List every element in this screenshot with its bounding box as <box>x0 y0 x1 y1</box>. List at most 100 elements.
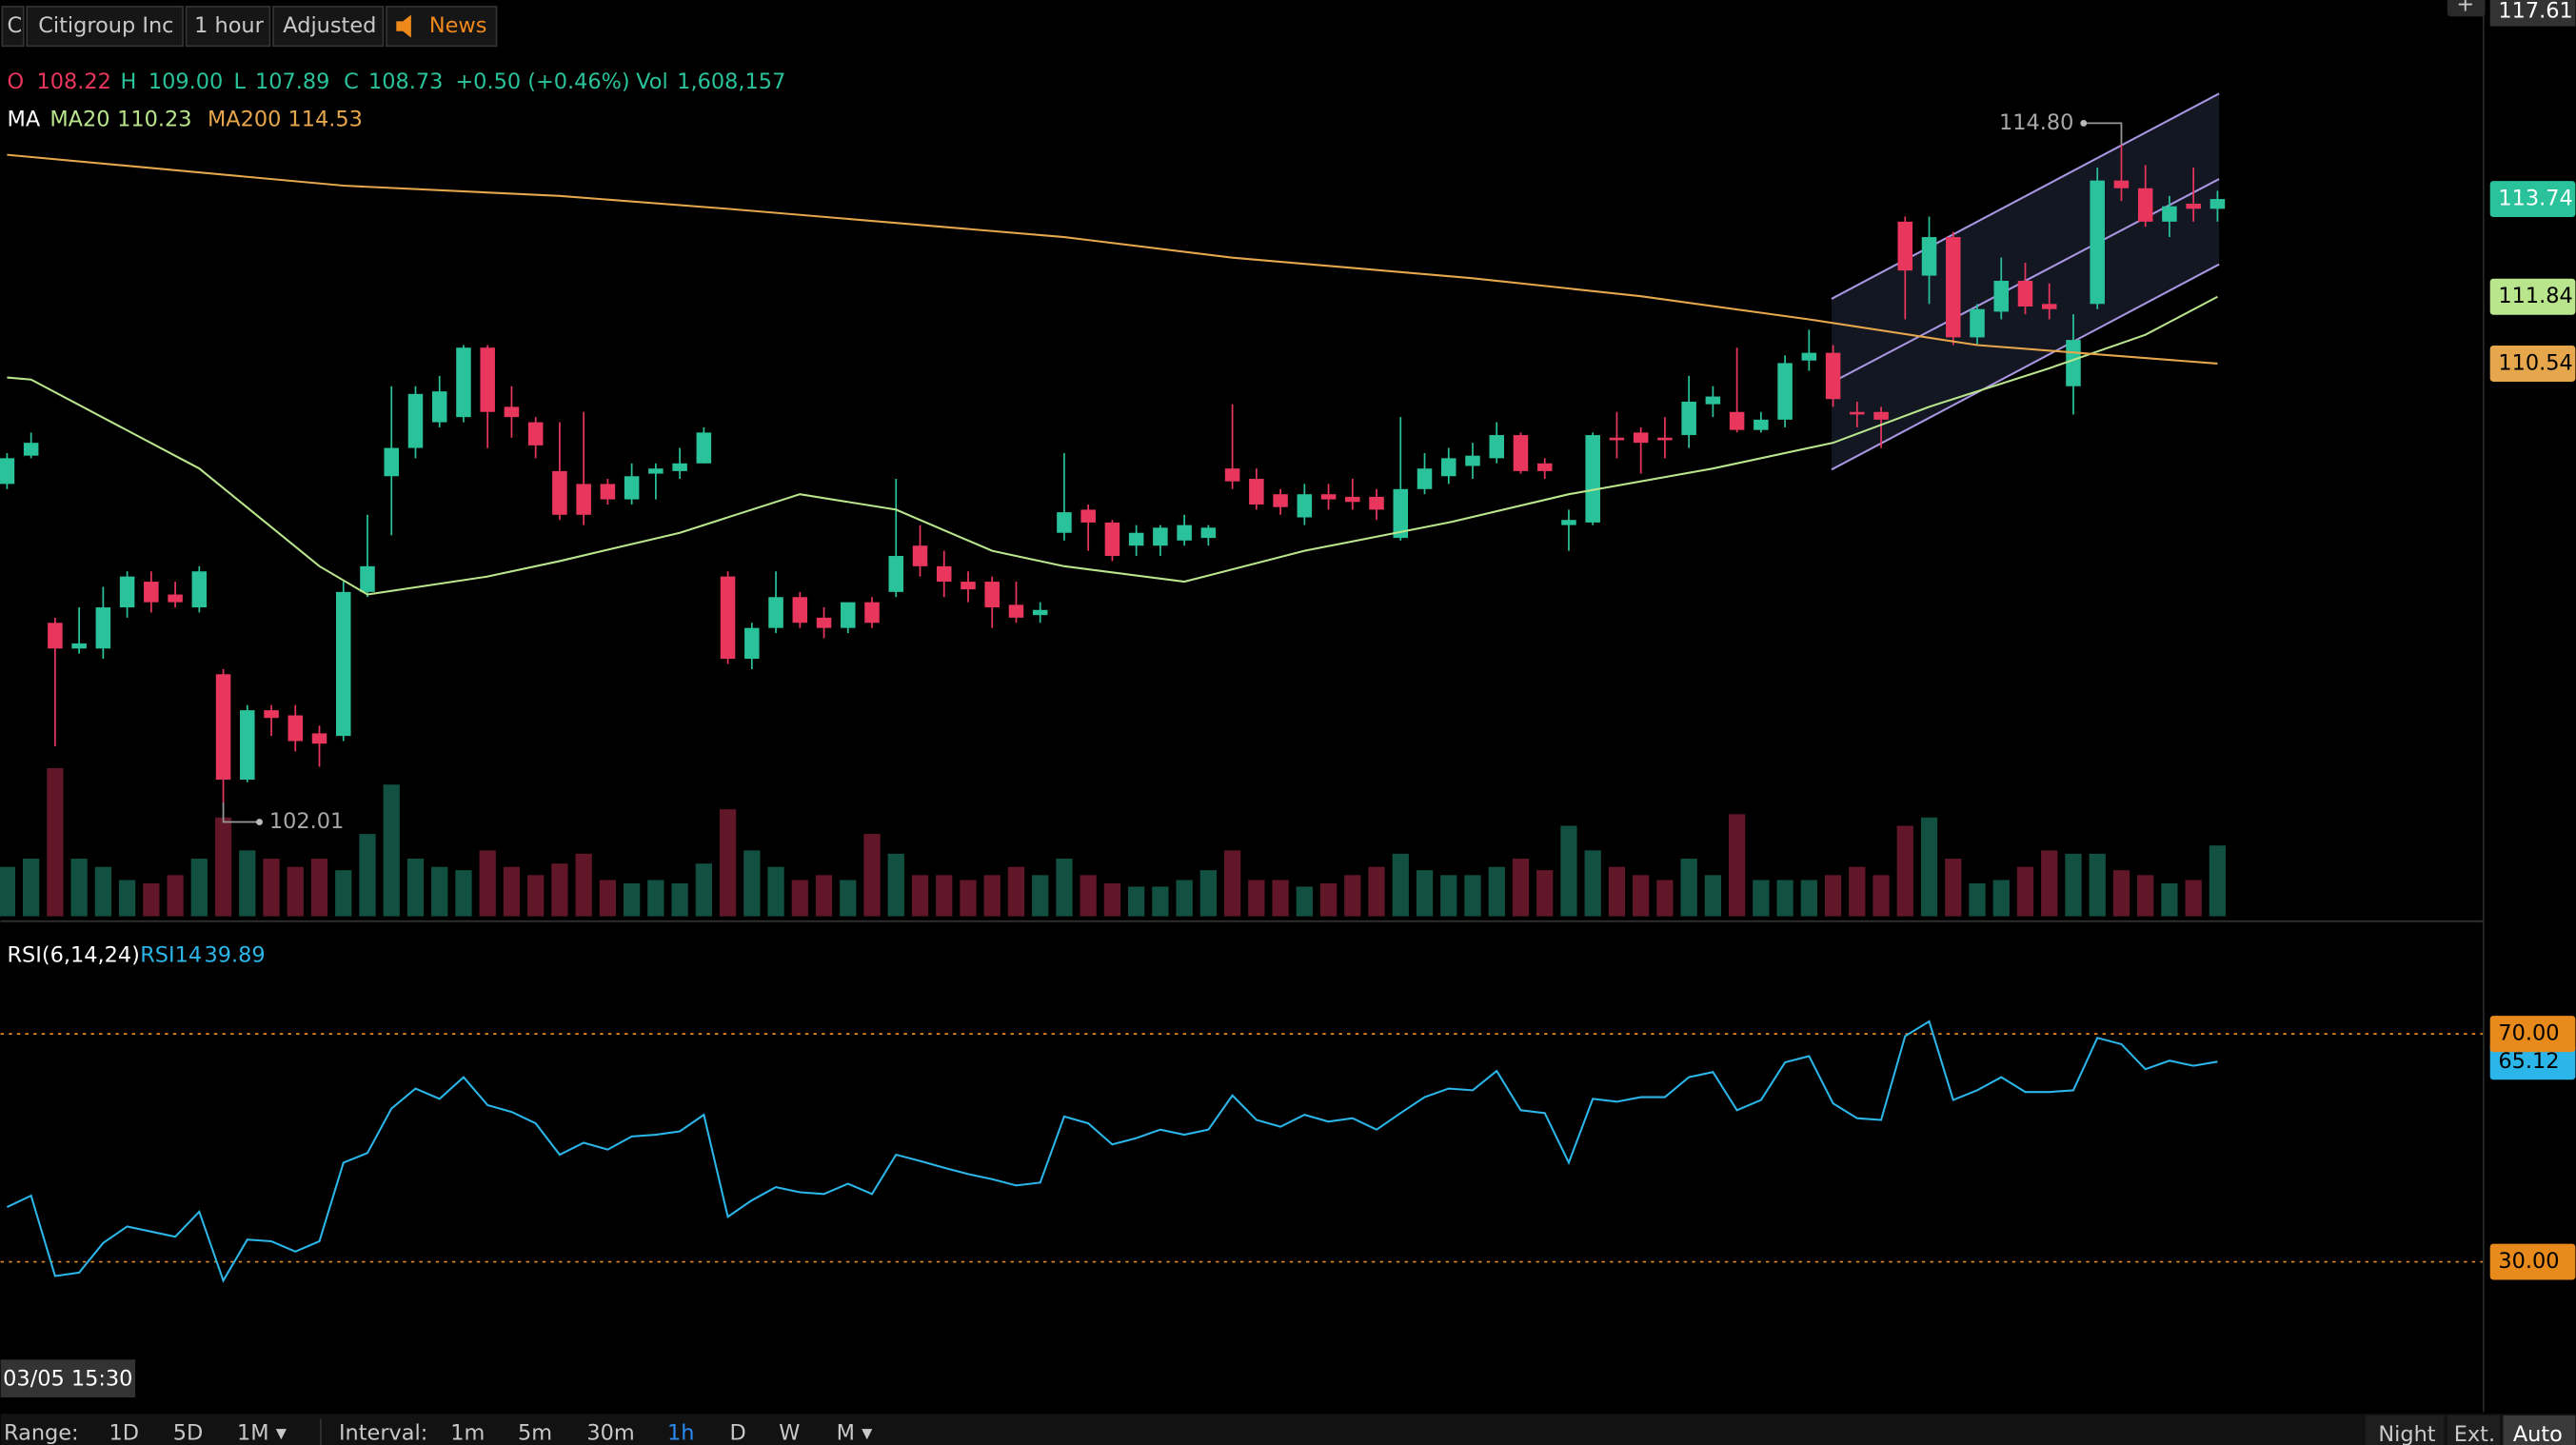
close-value: 108.73 <box>368 69 443 94</box>
volume-bar <box>1992 880 2010 917</box>
volume-bar <box>1800 880 1817 917</box>
candle-body <box>744 627 760 660</box>
volume-bar <box>527 875 545 917</box>
auto-button[interactable]: Auto <box>2513 1422 2563 1445</box>
volume-bar <box>1969 882 1986 917</box>
interval-1h[interactable]: 1h <box>667 1420 694 1445</box>
name-box[interactable] <box>26 6 184 48</box>
add-button[interactable]: + <box>2456 0 2474 17</box>
interval-1m[interactable]: 1m <box>450 1420 485 1445</box>
volume-bar <box>2112 870 2130 917</box>
ext-button[interactable]: Ext. <box>2454 1422 2495 1445</box>
interval-m[interactable]: M ▾ <box>837 1420 873 1445</box>
volume-bar <box>2185 880 2202 917</box>
level-label-box <box>2489 1016 2576 1053</box>
candle-body <box>1273 494 1288 507</box>
candle-body <box>240 710 255 781</box>
volume-bar <box>2041 850 2058 917</box>
volume-bar <box>239 850 256 917</box>
candle-body <box>912 545 928 566</box>
candle-body <box>1754 419 1769 430</box>
open-tag: O <box>8 69 25 94</box>
candle-body <box>23 443 39 456</box>
candle-body <box>1897 221 1913 271</box>
ma-last-label: 111.84 <box>2498 284 2572 308</box>
volume-bar <box>1849 866 1866 917</box>
company-name[interactable]: Citigroup Inc <box>38 13 173 38</box>
candle-body <box>696 432 712 464</box>
volume-bar <box>983 875 1001 917</box>
volume-bar <box>1176 880 1193 917</box>
adjust-box[interactable] <box>272 6 385 48</box>
symbol[interactable]: C <box>8 13 23 38</box>
bottom-bar <box>0 1414 2576 1445</box>
volume-bar <box>551 863 568 917</box>
symbol-box[interactable] <box>1 6 25 48</box>
candle-body <box>1465 455 1480 466</box>
candle-body <box>480 347 495 412</box>
top-price-box <box>2489 0 2576 27</box>
volume-bar <box>263 859 280 917</box>
candle-body <box>191 571 208 608</box>
candle-body <box>1369 496 1384 510</box>
auto-box[interactable] <box>2503 1415 2576 1445</box>
volume-bar <box>2089 853 2106 917</box>
candle-body <box>1128 532 1144 546</box>
interval-d[interactable]: D <box>730 1420 746 1445</box>
low-tag: L <box>234 69 247 94</box>
volume-bar <box>1776 880 1793 917</box>
candle-body <box>1681 401 1696 436</box>
add-button-box[interactable] <box>2447 0 2486 17</box>
volume-bar <box>1920 817 1938 917</box>
news-icon <box>396 14 411 38</box>
news-button[interactable]: News <box>429 13 487 38</box>
range-5d[interactable]: 5D <box>173 1420 204 1445</box>
volume-bar <box>359 834 376 917</box>
candle-body <box>2017 280 2033 307</box>
change-value: +0.50 (+0.46%) <box>455 69 629 94</box>
adjusted-button[interactable]: Adjusted <box>283 13 376 38</box>
volume-bar <box>791 880 808 917</box>
volume-bar <box>2161 882 2178 917</box>
rsi14-name: RSI14 <box>140 942 202 967</box>
volume-bar <box>1032 875 1049 917</box>
volume-bar <box>575 853 592 917</box>
range-1m[interactable]: 1M ▾ <box>237 1420 287 1445</box>
candle-body <box>1104 522 1120 557</box>
candle-body <box>431 391 447 423</box>
candle-body <box>1777 363 1793 420</box>
candle-body <box>1297 494 1313 518</box>
candle-body <box>1008 604 1024 618</box>
candle-body <box>1080 509 1096 523</box>
range-1d[interactable]: 1D <box>109 1420 139 1445</box>
interval-5m[interactable]: 5m <box>518 1420 552 1445</box>
night-button[interactable]: Night <box>2378 1422 2435 1445</box>
volume-bar <box>815 875 833 917</box>
volume-bar <box>695 863 712 917</box>
volume-bar <box>1392 853 1409 917</box>
ext-box[interactable] <box>2447 1415 2501 1445</box>
volume-bar <box>0 866 16 917</box>
volume-bar <box>863 834 881 917</box>
interval-button[interactable]: 1 hour <box>194 13 264 38</box>
interval-30m[interactable]: 30m <box>586 1420 634 1445</box>
candle-body <box>2113 180 2130 188</box>
volume-bar <box>190 859 208 917</box>
volume-bar <box>335 870 352 917</box>
volume-bar <box>960 880 977 917</box>
night-box[interactable] <box>2365 1415 2445 1445</box>
interval-box[interactable] <box>185 6 271 48</box>
volume-bar <box>1319 882 1338 917</box>
low-value: 107.89 <box>255 69 329 94</box>
candle-body <box>1801 352 1817 361</box>
level-label: 30.00 <box>2498 1249 2559 1274</box>
volume-bar <box>1440 875 1457 917</box>
volume-bar <box>1488 866 1505 917</box>
crosshair-box <box>0 1359 136 1397</box>
interval-w[interactable]: W <box>779 1420 800 1445</box>
candle-body <box>311 733 327 744</box>
volume-bar <box>287 866 304 917</box>
candle-body <box>168 594 183 603</box>
